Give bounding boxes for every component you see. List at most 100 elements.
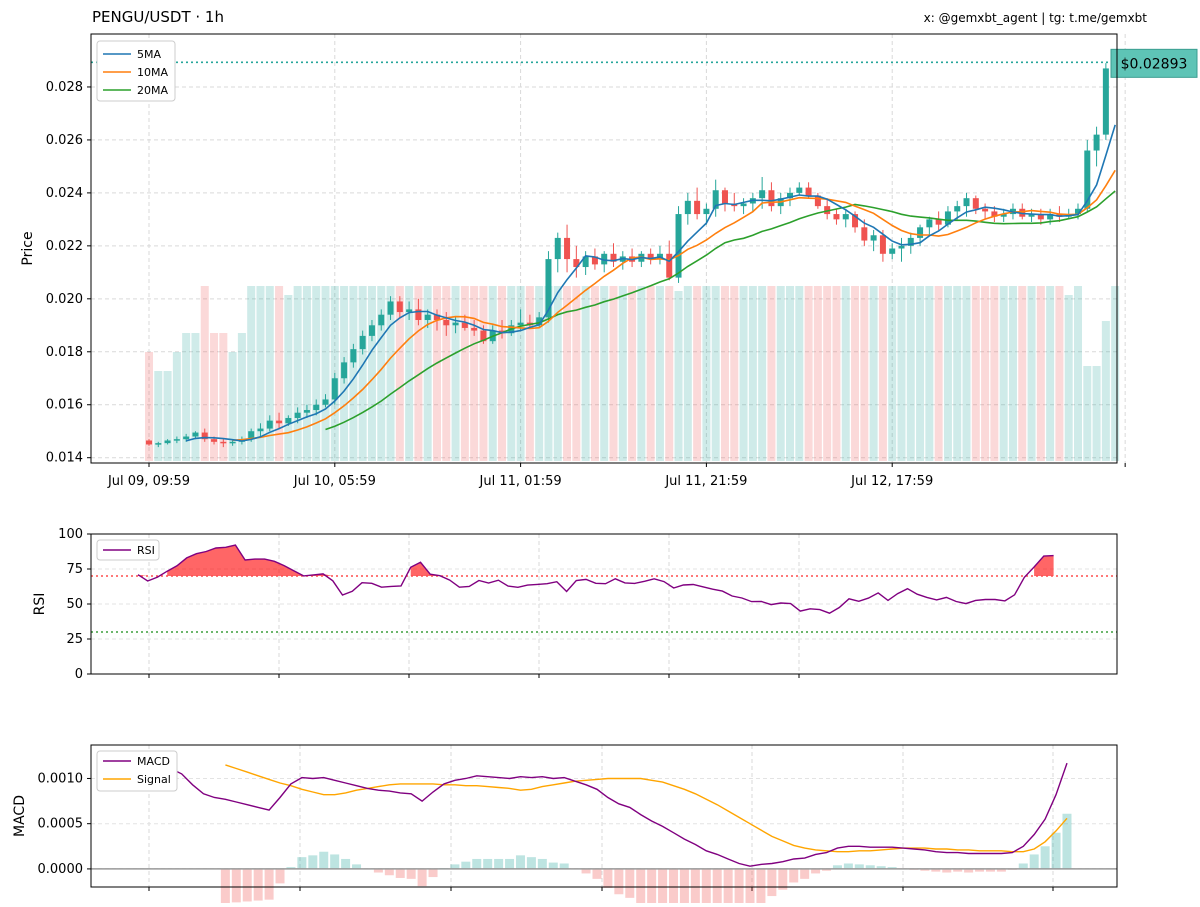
candle-body [889, 248, 896, 254]
macd-hist-bar [865, 865, 875, 869]
volume-bar [981, 286, 990, 461]
volume-bar [655, 286, 664, 461]
candle-body [1000, 214, 1007, 217]
volume-bar [934, 286, 943, 461]
candle-body [183, 436, 190, 440]
candle-body [898, 245, 905, 249]
volume-bar [832, 286, 841, 461]
candle-body [378, 314, 385, 326]
candle [731, 192, 738, 212]
candle-body [768, 190, 775, 207]
macd-hist-bar [658, 868, 668, 907]
macd-hist-bar [505, 858, 515, 869]
rsi-ytick-label: 25 [66, 632, 83, 647]
volume-bar [1111, 286, 1120, 461]
candle-body [313, 404, 320, 411]
candle-body [991, 211, 998, 217]
volume-bar [219, 333, 228, 461]
macd-hist-bar [942, 868, 952, 873]
price-xtick-label: Jul 09, 09:59 [107, 474, 190, 489]
volume-bar [878, 286, 887, 461]
macd-hist-bar [537, 858, 547, 869]
macd-hist-bar [275, 868, 285, 884]
candle-body [573, 259, 580, 268]
candle-body [842, 214, 849, 220]
volume-bar [442, 286, 451, 461]
candle-body [814, 195, 821, 207]
volume-bar [1064, 295, 1073, 461]
macd-hist-bar [625, 868, 635, 898]
credit-text: x: @gemxbt_agent | tg: t.me/gemxbt [923, 11, 1147, 25]
candle [842, 208, 849, 228]
candle [554, 232, 561, 273]
candle [721, 187, 728, 212]
candle [814, 192, 821, 209]
candle [517, 309, 524, 331]
volume-bar [247, 286, 256, 461]
macd-hist-bar [985, 868, 995, 872]
candle-body [554, 237, 561, 260]
candle [396, 296, 403, 318]
macd-hist-bar [647, 868, 657, 907]
volume-bar [1083, 366, 1092, 461]
macd-hist-bar [297, 857, 307, 869]
volume-bar [776, 286, 785, 461]
ma20-line [325, 190, 1116, 431]
candle [954, 200, 961, 220]
candle-body [1047, 214, 1054, 220]
candle [889, 243, 896, 260]
candle [852, 211, 859, 233]
candle [926, 216, 933, 236]
candle [768, 182, 775, 212]
candle-body [359, 335, 366, 350]
volume-bar [739, 286, 748, 461]
candle-body [303, 410, 310, 413]
volume-bar [349, 286, 358, 461]
candle-body [517, 322, 524, 326]
volume-bar [284, 295, 293, 461]
candle-body [276, 420, 283, 424]
macd-hist-bar [953, 868, 963, 872]
macd-hist-bar [734, 868, 744, 907]
macd-hist-bar [515, 855, 525, 869]
volume-bar [516, 286, 525, 461]
candle-body [1093, 134, 1100, 151]
candle [276, 412, 283, 429]
volume-bar [1092, 366, 1101, 461]
rsi-ytick-label: 75 [66, 562, 83, 577]
candle-body [480, 330, 487, 342]
macd-hist-bar [603, 868, 613, 888]
volume-bar [962, 286, 971, 461]
macd-hist-bar [767, 868, 777, 897]
candle [601, 251, 608, 273]
candle [331, 372, 338, 405]
volume-bar [265, 286, 274, 461]
macd-hist-bar [253, 868, 263, 901]
candle-body [173, 439, 180, 441]
volume-bar [1046, 286, 1055, 461]
ma10-line [232, 169, 1116, 441]
volume-bar [367, 286, 376, 461]
macd-hist-bar [494, 858, 504, 869]
volume-bar [646, 286, 655, 461]
macd-hist-bar [701, 868, 711, 907]
candle [619, 251, 626, 270]
candle-body [433, 314, 440, 320]
candle-body [852, 214, 859, 228]
candle-body [740, 203, 747, 207]
macd-hist-bar [592, 868, 602, 879]
candle-body [341, 362, 348, 379]
volume-bar [590, 286, 599, 461]
macd-hist-bar [559, 863, 569, 869]
candle-body [266, 420, 273, 429]
rsi-ylabel: RSI [32, 593, 48, 616]
rsi-ytick-label: 50 [66, 597, 83, 612]
volume-bar [228, 352, 237, 461]
candle [675, 206, 682, 283]
candle [350, 343, 357, 368]
candle-body [1075, 208, 1081, 215]
chart-title: PENGU/USDT · 1h [92, 8, 224, 26]
macd-hist-bar [822, 868, 832, 871]
candle-body [712, 190, 719, 209]
price-xtick-label: Jul 11, 01:59 [479, 474, 562, 489]
